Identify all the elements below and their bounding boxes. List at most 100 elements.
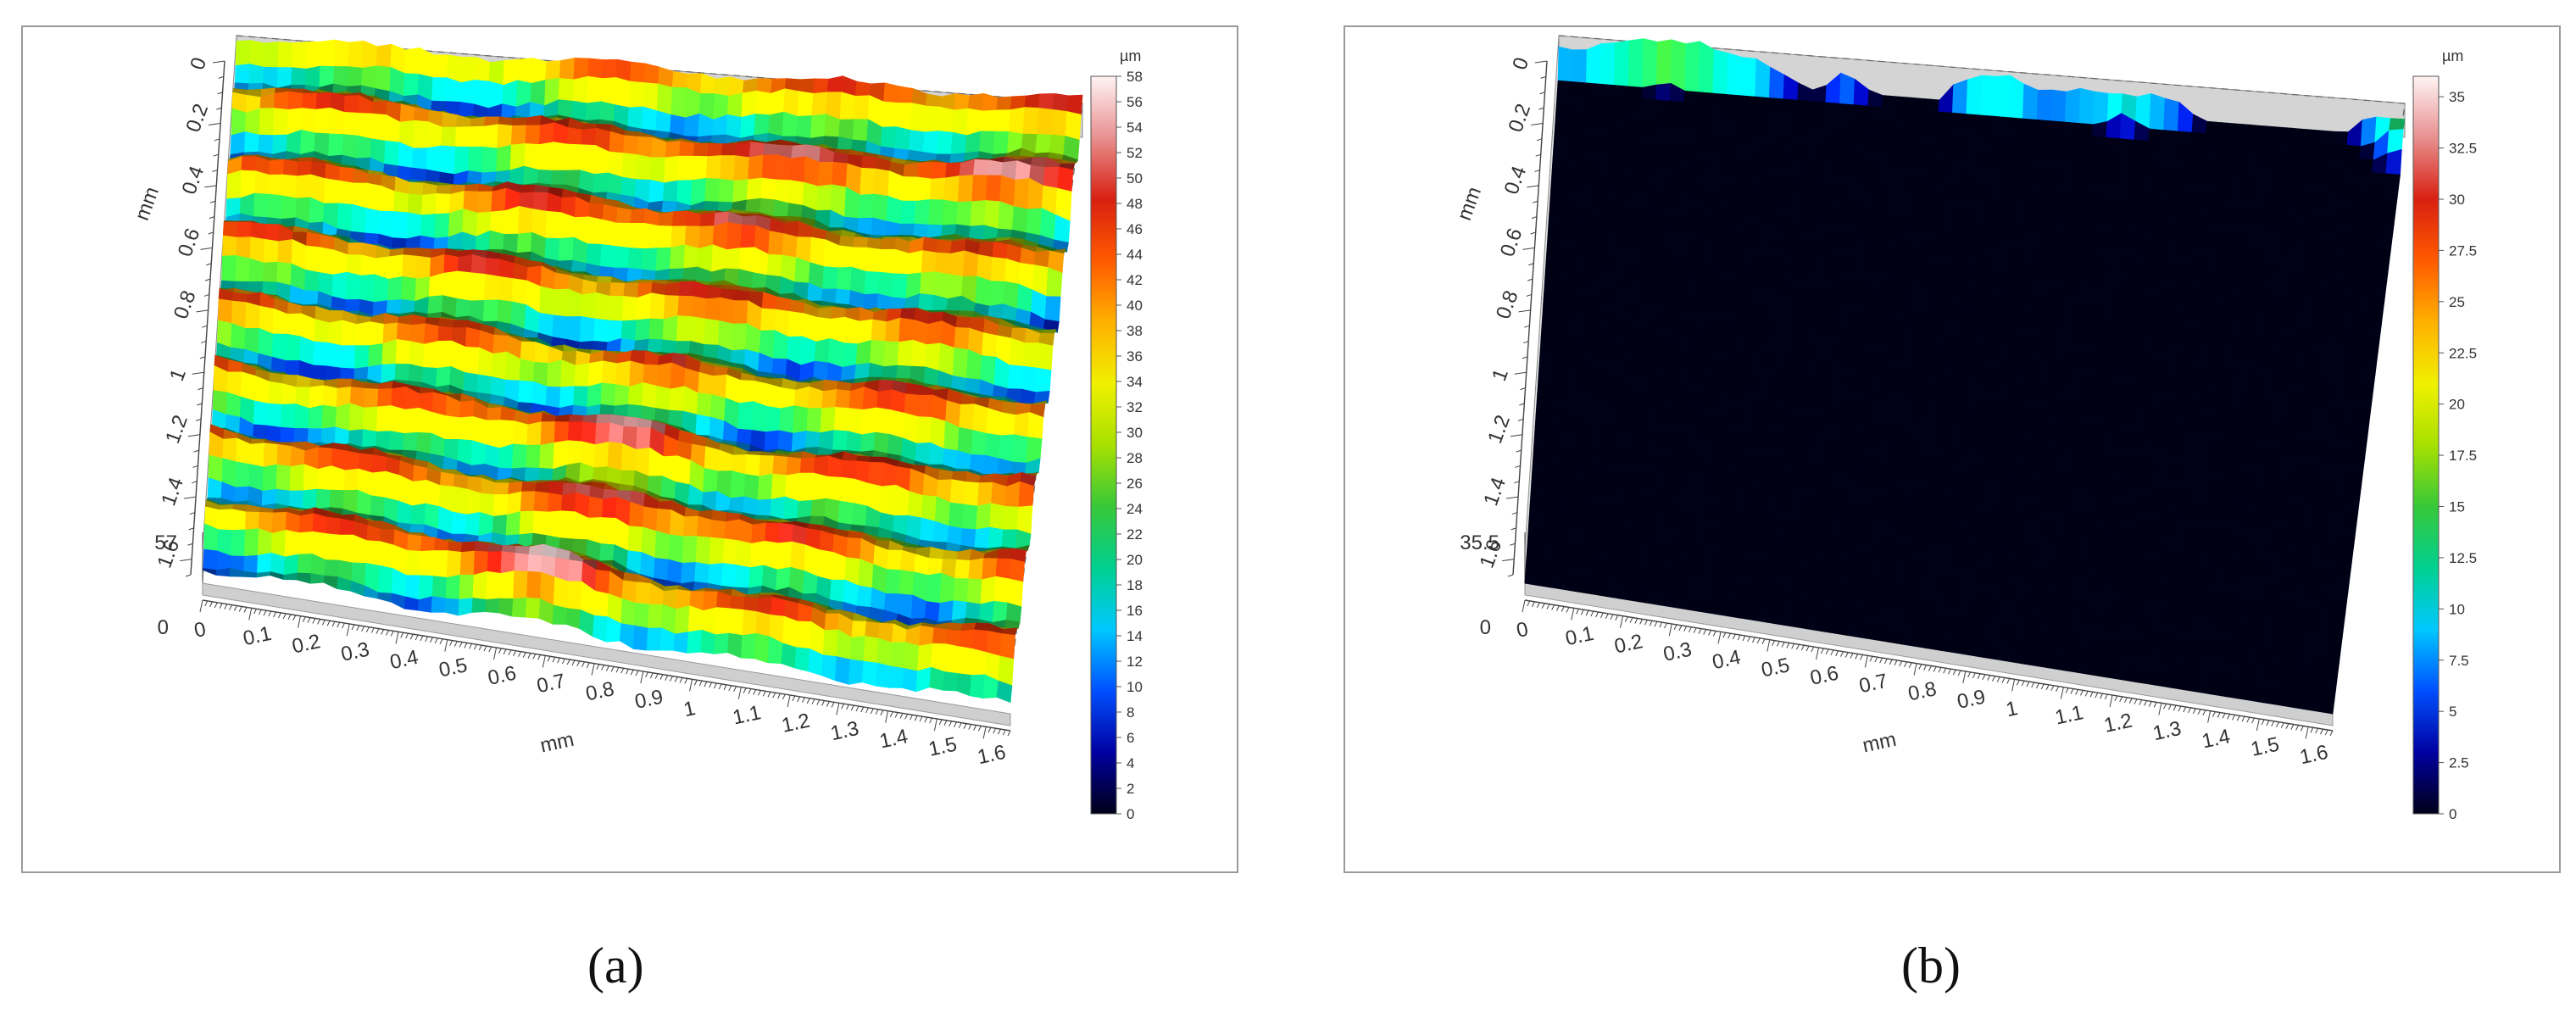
surface-cell xyxy=(1745,199,1761,214)
surface-cell xyxy=(301,108,317,134)
x-tick xyxy=(1007,730,1011,737)
colorbar-unit: µm xyxy=(1120,47,1141,64)
surface-cell xyxy=(1560,249,1576,263)
surface-cell xyxy=(522,165,539,186)
surface-cell xyxy=(1589,422,1605,437)
surface-cell xyxy=(1764,143,1780,158)
surface-cell xyxy=(1594,343,1611,358)
y-axis-line xyxy=(190,60,225,576)
surface-cell xyxy=(505,510,521,537)
surface-cell xyxy=(2339,421,2356,437)
surface-cell xyxy=(2299,291,2316,306)
surface-cell xyxy=(1624,131,1640,145)
surface-cell xyxy=(2336,447,2353,462)
surface-cell xyxy=(1620,381,1636,395)
surface-cell xyxy=(1608,345,1625,359)
surface-cell xyxy=(520,184,536,194)
surface-cell xyxy=(277,41,293,69)
surface-cell xyxy=(1581,342,1597,356)
x-tick xyxy=(954,721,957,727)
surface-cell xyxy=(2193,478,2210,494)
surface-cell xyxy=(226,170,242,200)
surface-cell xyxy=(2080,232,2097,247)
surface-cell xyxy=(304,245,321,274)
surface-cell xyxy=(2113,443,2130,459)
surface-cell xyxy=(1617,415,1633,429)
surface-cell xyxy=(2346,473,2363,489)
surface-cell xyxy=(804,431,821,448)
surface-cell xyxy=(2070,462,2086,478)
surface-cell xyxy=(1875,164,1892,180)
surface-cell xyxy=(249,442,265,468)
surface-cell xyxy=(1713,427,1729,442)
surface-cell xyxy=(637,136,654,159)
surface-cell xyxy=(1706,161,1722,175)
surface-cell xyxy=(1586,263,1603,277)
surface-cell xyxy=(1700,241,1716,255)
surface-cell xyxy=(782,233,798,259)
surface-cell xyxy=(397,165,414,181)
surface-cell xyxy=(2042,192,2059,207)
surface-cell xyxy=(1578,376,1594,390)
surface-cell xyxy=(2348,460,2365,476)
surface-cell xyxy=(2070,328,2087,343)
surface-cell xyxy=(1968,221,1985,236)
surface-cell xyxy=(2329,156,2346,171)
surface-cell xyxy=(1801,369,1817,383)
surface-cell xyxy=(1688,401,1704,415)
surface-cell xyxy=(2260,500,2277,515)
surface-cell xyxy=(2221,233,2238,248)
surface-cell xyxy=(276,261,292,287)
x-tick xyxy=(342,622,345,629)
surface-cell xyxy=(1622,358,1638,373)
surface-cell xyxy=(1867,259,1883,273)
x-tick xyxy=(596,664,600,670)
surface-cell xyxy=(1551,372,1567,387)
surface-cell xyxy=(2343,498,2360,514)
surface-cell xyxy=(2173,278,2190,293)
surface-cell xyxy=(608,422,625,444)
surface-cell xyxy=(2334,459,2351,475)
surface-cell xyxy=(1900,345,1917,360)
surface-cell xyxy=(2078,256,2095,271)
surface-cell xyxy=(2089,403,2106,419)
surface-cell xyxy=(1013,178,1030,210)
x-tick-label: 1.5 xyxy=(926,733,959,761)
y-tick xyxy=(183,496,197,499)
surface-cell xyxy=(339,518,355,536)
surface-cell xyxy=(539,442,555,470)
surface-cell xyxy=(498,443,515,470)
surface-cell xyxy=(1760,189,1777,203)
surface-cell xyxy=(344,450,360,471)
surface-cell xyxy=(1949,279,1966,294)
surface-cell xyxy=(384,470,400,502)
surface-cell xyxy=(2082,476,2099,492)
surface-cell xyxy=(708,563,724,587)
surface-cell xyxy=(1699,253,1716,267)
y-tick xyxy=(209,216,215,220)
y-tick xyxy=(209,122,221,125)
surface-cell xyxy=(2252,448,2268,465)
surface-cell xyxy=(437,326,453,342)
surface-cell xyxy=(325,533,341,561)
surface-cell xyxy=(2167,216,2184,231)
surface-cell xyxy=(2340,523,2357,539)
surface-cell xyxy=(1794,123,1811,137)
surface-cell xyxy=(1710,288,1727,303)
surface-cell xyxy=(794,647,810,672)
surface-cell xyxy=(1648,190,1664,204)
surface-cell xyxy=(2000,188,2017,203)
surface-cell xyxy=(222,235,238,257)
surface-cell xyxy=(1975,293,1992,309)
surface-cell xyxy=(768,111,785,137)
surface-cell xyxy=(1763,317,1780,332)
surface-cell xyxy=(937,106,955,133)
surface-cell xyxy=(253,400,270,426)
surface-cell xyxy=(2028,191,2045,206)
surface-cell xyxy=(742,609,758,637)
surface-cell xyxy=(2173,155,2190,170)
surface-cell xyxy=(2106,247,2123,262)
surface-cell xyxy=(2031,155,2048,170)
surface-cell xyxy=(937,131,954,155)
surface-cell xyxy=(2230,396,2247,411)
